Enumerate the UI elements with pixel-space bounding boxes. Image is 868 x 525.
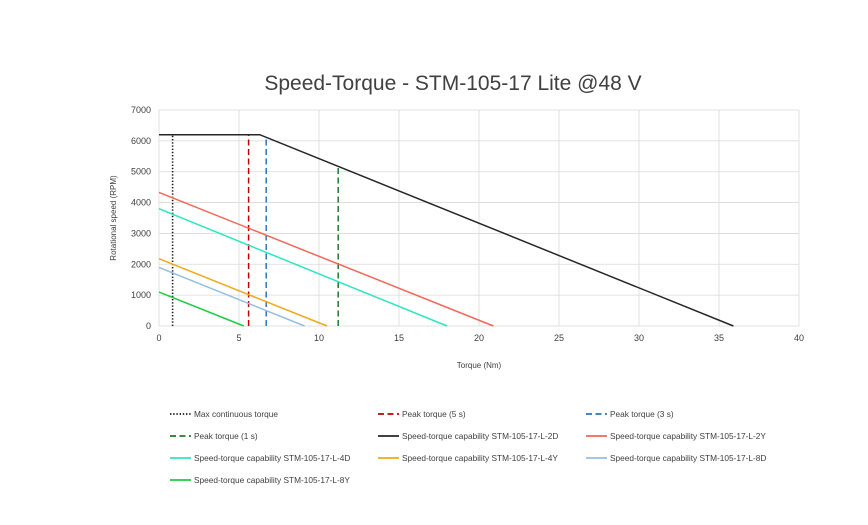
legend-item-peak-torque-1-s: Peak torque (1 s)	[170, 431, 258, 441]
legend-item-speed-torque-capability-stm-105-17-l-2d: Speed-torque capability STM-105-17-L-2D	[378, 431, 558, 441]
tick-labels: 0 1000 2000 3000 4000 5000 6000 7000 0 5 10 15 20 25 3…	[131, 105, 804, 343]
legend-label: Speed-torque capability STM-105-17-L-8D	[610, 453, 766, 463]
legend-label: Speed-torque capability STM-105-17-L-4D	[194, 453, 350, 463]
legend-label: Peak torque (1 s)	[194, 431, 258, 441]
x-tick-label: 25	[554, 333, 564, 343]
legend-label: Peak torque (5 s)	[402, 409, 466, 419]
y-tick-label: 6000	[131, 136, 151, 146]
grid	[158, 109, 800, 327]
x-tick-label: 35	[714, 333, 724, 343]
legend-label: Speed-torque capability STM-105-17-L-2D	[402, 431, 558, 441]
x-tick-label: 10	[314, 333, 324, 343]
legend-item-peak-torque-5-s: Peak torque (5 s)	[378, 409, 466, 419]
legend-item-speed-torque-capability-stm-105-17-l-8y: Speed-torque capability STM-105-17-L-8Y	[170, 475, 350, 485]
x-tick-label: 5	[236, 333, 241, 343]
legend-item-speed-torque-capability-stm-105-17-l-8d: Speed-torque capability STM-105-17-L-8D	[586, 453, 766, 463]
y-tick-label: 2000	[131, 259, 151, 269]
y-tick-label: 4000	[131, 198, 151, 208]
x-tick-label: 20	[474, 333, 484, 343]
y-tick-label: 5000	[131, 167, 151, 177]
series-speed-torque-capability-stm-105-17-l-8d	[158, 266, 305, 327]
legend: Max continuous torque Peak torque (5 s) Pe…	[170, 409, 766, 485]
x-tick-label: 40	[794, 333, 804, 343]
y-tick-label: 7000	[131, 105, 151, 115]
x-axis-title: Torque (Nm)	[457, 361, 502, 370]
series-speed-torque-capability-stm-105-17-l-2y	[158, 191, 494, 327]
x-tick-label: 30	[634, 333, 644, 343]
legend-item-speed-torque-capability-stm-105-17-l-2y: Speed-torque capability STM-105-17-L-2Y	[586, 431, 766, 441]
series-speed-torque-capability-stm-105-17-l-8y	[158, 291, 245, 327]
plot-area	[158, 133, 734, 327]
chart-title: Speed-Torque - STM-105-17 Lite @48 V	[264, 72, 641, 95]
y-axis-title: Rotational speed (RPM)	[109, 175, 118, 261]
legend-label: Speed-torque capability STM-105-17-L-8Y	[194, 475, 350, 485]
y-tick-label: 0	[146, 321, 151, 331]
y-tick-label: 3000	[131, 228, 151, 238]
y-tick-label: 1000	[131, 290, 151, 300]
legend-label: Speed-torque capability STM-105-17-L-4Y	[402, 453, 558, 463]
legend-item-peak-torque-3-s: Peak torque (3 s)	[586, 409, 674, 419]
legend-item-max-continuous-torque: Max continuous torque	[170, 409, 278, 419]
series-speed-torque-capability-stm-105-17-l-4d	[158, 208, 448, 327]
legend-item-speed-torque-capability-stm-105-17-l-4d: Speed-torque capability STM-105-17-L-4D	[170, 453, 350, 463]
series-speed-torque-capability-stm-105-17-l-4y	[158, 258, 328, 327]
legend-label: Max continuous torque	[194, 409, 278, 419]
series-speed-torque-capability-stm-105-17-l-2d	[159, 133, 734, 327]
legend-item-speed-torque-capability-stm-105-17-l-4y: Speed-torque capability STM-105-17-L-4Y	[378, 453, 558, 463]
x-tick-label: 15	[394, 333, 404, 343]
x-tick-label: 0	[156, 333, 161, 343]
legend-label: Peak torque (3 s)	[610, 409, 674, 419]
legend-label: Speed-torque capability STM-105-17-L-2Y	[610, 431, 766, 441]
